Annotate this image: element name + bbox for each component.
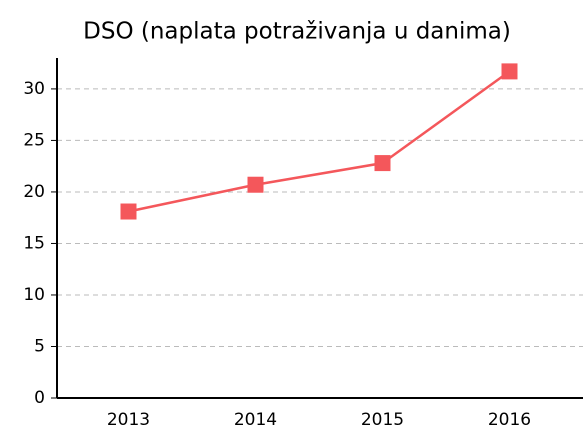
y-tick-label: 20 xyxy=(23,182,45,202)
marker xyxy=(120,203,137,220)
marker xyxy=(501,63,518,80)
x-tick-label: 2015 xyxy=(361,410,404,430)
y-tick-label: 30 xyxy=(23,79,45,99)
y-tick-label: 10 xyxy=(23,285,45,305)
y-tick-label: 5 xyxy=(34,336,45,356)
y-tick-label: 15 xyxy=(23,233,45,253)
marker xyxy=(374,155,391,172)
x-tick-label: 2014 xyxy=(234,410,277,430)
y-tick-label: 0 xyxy=(34,388,45,408)
chart-title: DSO (naplata potraživanja u danima) xyxy=(83,19,511,45)
x-tick-label: 2013 xyxy=(107,410,150,430)
line xyxy=(128,70,511,213)
marker xyxy=(247,176,264,193)
y-tick-label: 25 xyxy=(23,130,45,150)
x-tick-label: 2016 xyxy=(488,410,531,430)
